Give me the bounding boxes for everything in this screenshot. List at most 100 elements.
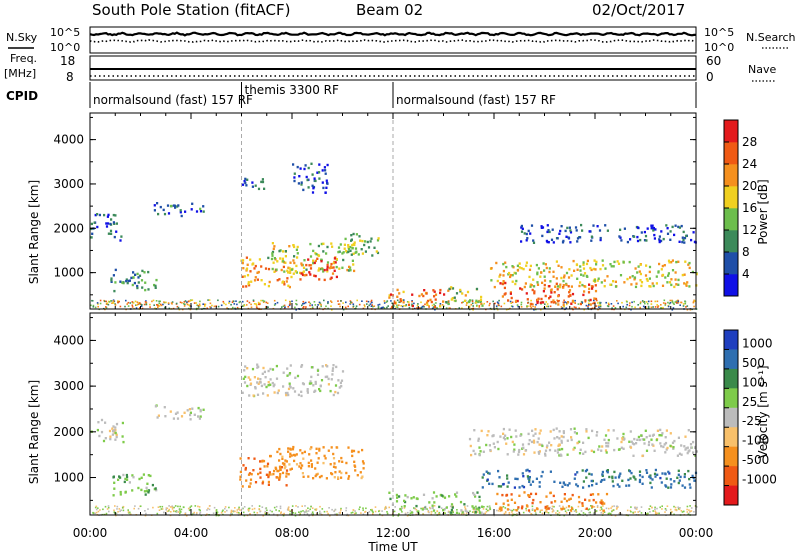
- scatter-pixel: [573, 306, 576, 308]
- scatter-pixel: [171, 506, 174, 509]
- scatter-pixel: [184, 300, 187, 302]
- velocity-ylabel: Slant Range [km]: [27, 380, 41, 484]
- scatter-pixel: [578, 512, 581, 515]
- scatter-pixel: [313, 301, 316, 303]
- scatter-pixel: [230, 512, 232, 515]
- scatter-pixel: [487, 509, 490, 512]
- scatter-pixel: [565, 307, 568, 309]
- scatter-pixel: [472, 305, 474, 307]
- scatter-pixel: [452, 513, 454, 516]
- y-tick-label: 4000: [53, 333, 84, 347]
- scatter-pixel: [193, 302, 196, 304]
- scatter-pixel: [160, 304, 163, 307]
- scatter-pixel: [530, 306, 533, 309]
- scatter-pixel: [689, 308, 692, 311]
- scatter-pixel: [102, 508, 104, 511]
- scatter-pixel: [690, 507, 693, 509]
- scatter-pixel: [238, 512, 240, 514]
- scatter-pixel: [345, 507, 348, 509]
- scatter-pixel: [131, 301, 134, 303]
- scatter-pixel: [422, 507, 424, 509]
- scatter-pixel: [311, 304, 313, 306]
- scatter-pixel: [207, 507, 209, 510]
- scatter-pixel: [199, 511, 202, 514]
- scatter-pixel: [530, 513, 532, 515]
- scatter-pixel: [217, 299, 219, 302]
- scatter-pixel: [327, 301, 329, 303]
- scatter-pixel: [574, 299, 576, 302]
- scatter-pixel: [626, 301, 628, 303]
- scatter-pixel: [596, 505, 599, 507]
- scatter-pixel: [289, 510, 291, 513]
- scatter-pixel: [584, 513, 587, 516]
- scatter-pixel: [256, 307, 259, 310]
- scatter-pixel: [144, 514, 147, 517]
- scatter-pixel: [545, 510, 547, 513]
- scatter-pixel: [424, 505, 427, 508]
- scatter-pixel: [331, 508, 333, 511]
- scatter-pixel: [346, 513, 349, 516]
- scatter-pixel: [610, 507, 612, 509]
- scatter-pixel: [183, 305, 186, 307]
- scatter-pixel: [553, 505, 555, 508]
- scatter-pixel: [330, 300, 332, 302]
- scatter-pixel: [92, 512, 95, 514]
- scatter-pixel: [245, 304, 248, 306]
- scatter-pixel: [365, 507, 367, 510]
- scatter-pixel: [355, 307, 357, 309]
- scatter-pixel: [418, 307, 421, 309]
- scatter-pixel: [255, 304, 258, 306]
- scatter-pixel: [303, 302, 306, 305]
- scatter-pixel: [640, 506, 643, 508]
- scatter-pixel: [328, 507, 330, 509]
- scatter-pixel: [564, 301, 566, 303]
- scatter-pixel: [664, 508, 667, 510]
- scatter-pixel: [231, 510, 233, 513]
- scatter-pixel: [165, 301, 167, 304]
- scatter-pixel: [94, 306, 97, 309]
- scatter-pixel: [445, 307, 448, 309]
- scatter-pixel: [415, 509, 418, 511]
- scatter-pixel: [682, 303, 685, 305]
- scatter-pixel: [374, 506, 377, 508]
- scatter-pixel: [630, 510, 632, 513]
- scatter-pixel: [497, 304, 500, 306]
- scatter-pixel: [647, 305, 650, 308]
- scatter-pixel: [591, 507, 593, 509]
- scatter-pixel: [368, 510, 371, 513]
- scatter-pixel: [497, 302, 500, 305]
- scatter-pixel: [669, 299, 672, 302]
- scatter-pixel: [206, 509, 208, 511]
- scatter-pixel: [685, 306, 687, 308]
- scatter-pixel: [601, 508, 603, 510]
- scatter-pixel: [274, 303, 277, 305]
- echo-region-0: [90, 418, 125, 444]
- scatter-pixel: [674, 506, 677, 509]
- scatter-pixel: [199, 509, 201, 512]
- scatter-pixel: [137, 302, 140, 304]
- colorbar-swatch: [724, 120, 738, 143]
- scatter-pixel: [149, 303, 151, 306]
- scatter-pixel: [258, 505, 261, 507]
- scatter-pixel: [678, 508, 681, 511]
- scatter-pixel: [213, 305, 216, 308]
- scatter-pixel: [107, 303, 110, 306]
- scatter-pixel: [656, 300, 659, 303]
- nsearch-tick-top: 10^5: [704, 26, 734, 39]
- scatter-pixel: [251, 505, 253, 507]
- scatter-pixel: [611, 509, 614, 512]
- scatter-pixel: [404, 512, 407, 515]
- scatter-pixel: [308, 301, 310, 303]
- scatter-pixel: [639, 302, 642, 305]
- scatter-pixel: [447, 510, 450, 513]
- scatter-pixel: [139, 302, 141, 304]
- scatter-pixel: [679, 304, 681, 306]
- scatter-pixel: [236, 306, 239, 309]
- scatter-pixel: [531, 505, 534, 508]
- scatter-pixel: [151, 300, 153, 303]
- scatter-pixel: [511, 510, 514, 512]
- scatter-pixel: [643, 301, 646, 303]
- colorbar-swatch: [724, 427, 738, 447]
- scatter-pixel: [260, 299, 262, 302]
- scatter-pixel: [684, 302, 687, 305]
